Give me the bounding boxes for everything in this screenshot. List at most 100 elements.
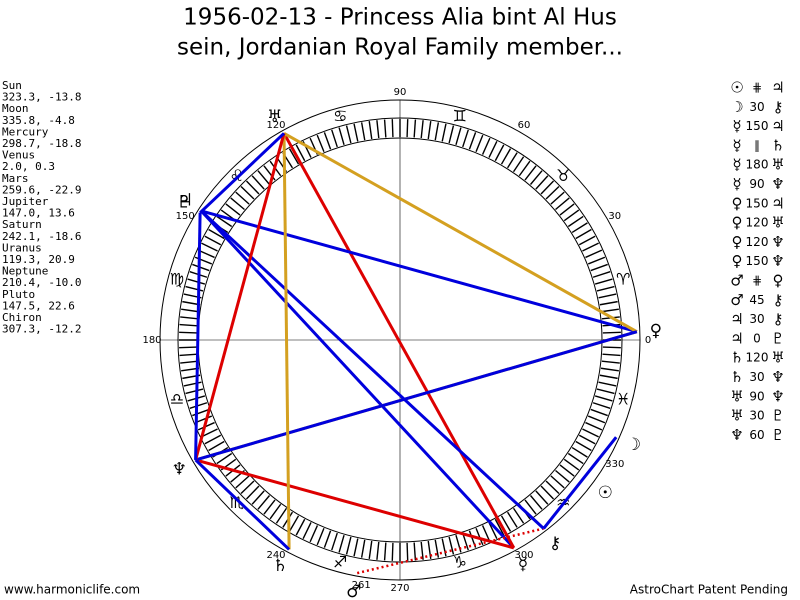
- ring-tick: [353, 123, 359, 142]
- ring-tick: [550, 475, 565, 489]
- aspect-line: [194, 132, 286, 461]
- ring-tick: [441, 123, 447, 142]
- ring-tick: [575, 228, 592, 240]
- planet-glyph: ♅: [267, 107, 282, 127]
- aspect-glyph: ♃: [771, 117, 784, 135]
- aspect-angle: ⋕: [752, 274, 762, 288]
- degree-label: 240: [266, 550, 285, 561]
- ring-tick: [524, 499, 537, 515]
- aspect-line: [542, 436, 618, 530]
- ring-tick: [376, 120, 380, 139]
- planet-name: Sun: [2, 79, 22, 92]
- ring-tick: [406, 542, 409, 561]
- planet-position: 242.1, -18.6: [2, 230, 81, 243]
- ring-tick: [448, 125, 455, 144]
- aspect-line: [194, 458, 291, 551]
- ring-tick: [179, 353, 198, 357]
- ring-tick: [506, 152, 518, 169]
- ring-tick: [257, 170, 271, 185]
- aspect-line: [195, 458, 515, 550]
- sign-glyph: ♈: [616, 270, 630, 289]
- ring-tick: [535, 490, 549, 505]
- ring-tick: [208, 228, 225, 240]
- aspect-glyph: ♀: [773, 272, 784, 290]
- ring-tick: [216, 215, 233, 228]
- ring-tick: [550, 191, 565, 205]
- aspect-angle: ⋕: [752, 81, 762, 95]
- ring-tick: [240, 185, 255, 200]
- aspect-glyph: ☿: [732, 117, 741, 135]
- footer-left: www.harmoniclife.com: [4, 583, 140, 597]
- aspect-glyph: ☉: [730, 79, 743, 97]
- ring-tick: [194, 256, 213, 265]
- sign-glyph: ♑: [453, 553, 467, 572]
- ring-tick: [594, 278, 613, 285]
- ring-tick: [600, 367, 619, 372]
- ring-tick: [555, 197, 570, 211]
- planet-name: Chiron: [2, 311, 42, 324]
- aspect-glyph: ♇: [771, 329, 784, 347]
- ring-tick: [194, 415, 213, 424]
- ring-tick: [413, 119, 417, 138]
- degree-label: 261: [352, 580, 371, 591]
- ring-tick: [587, 415, 606, 424]
- ring-tick: [596, 388, 615, 395]
- ring-tick: [585, 421, 603, 431]
- ring-tick: [587, 256, 606, 265]
- planet-glyph: ♂: [346, 582, 361, 600]
- ring-tick: [183, 381, 202, 387]
- sign-glyph: ♋: [333, 106, 347, 125]
- aspect-glyph: ♇: [771, 426, 784, 444]
- aspect-angle: 120: [746, 351, 769, 365]
- ring-tick: [559, 464, 575, 477]
- planet-glyph: ☽: [626, 435, 641, 455]
- planet-position: 210.4, -10.0: [2, 276, 81, 289]
- ring-tick: [245, 485, 260, 500]
- planet-position: 307.3, -12.2: [2, 323, 81, 336]
- aspect-line: [282, 132, 516, 549]
- planet-glyph: ♀: [650, 321, 662, 341]
- aspect-glyph: ♀: [732, 233, 743, 251]
- title-line: 1956-02-13 - Princess Alia bint Al Hus: [183, 5, 617, 31]
- ring-tick: [323, 530, 332, 548]
- aspect-angle: 120: [746, 235, 769, 249]
- ring-tick: [235, 191, 250, 205]
- ring-tick: [316, 134, 325, 153]
- ring-tick: [518, 160, 531, 177]
- aspect-angle: 120: [746, 216, 769, 230]
- ring-tick: [185, 388, 204, 395]
- aspect-angle: 45: [749, 293, 764, 307]
- aspect-angle: 150: [746, 196, 769, 210]
- ring-tick: [563, 209, 580, 222]
- ring-tick: [540, 180, 555, 195]
- ring-tick: [189, 402, 208, 409]
- ring-tick: [413, 542, 417, 561]
- planet-position: 147.5, 22.6: [2, 299, 75, 312]
- ring-tick: [208, 440, 225, 452]
- aspect-angle: ∥: [754, 138, 760, 152]
- ring-tick: [288, 148, 300, 165]
- aspect-angle: 90: [749, 389, 764, 403]
- ring-tick: [192, 263, 210, 272]
- ring-tick: [180, 316, 199, 320]
- ring-tick: [582, 428, 599, 438]
- ring-tick: [529, 495, 543, 510]
- degree-label: 0: [645, 335, 651, 346]
- ring-tick: [383, 119, 387, 138]
- ring-tick: [563, 458, 580, 471]
- ring-tick: [257, 495, 271, 510]
- ring-tick: [180, 360, 199, 364]
- ring-tick: [598, 293, 617, 299]
- aspect-line: [194, 212, 202, 460]
- ring-tick: [600, 308, 619, 313]
- ring-tick: [353, 538, 359, 557]
- aspect-glyph: ☽: [730, 98, 743, 116]
- planet-position: 335.8, -4.8: [2, 114, 75, 127]
- ring-tick: [383, 542, 387, 561]
- ring-tick: [601, 360, 620, 364]
- ring-tick: [235, 475, 250, 489]
- aspect-glyph: ♄: [730, 349, 743, 367]
- aspect-glyph: ♂: [730, 272, 743, 290]
- aspect-line: [200, 209, 638, 334]
- footer-right: AstroChart Patent Pending: [630, 583, 788, 597]
